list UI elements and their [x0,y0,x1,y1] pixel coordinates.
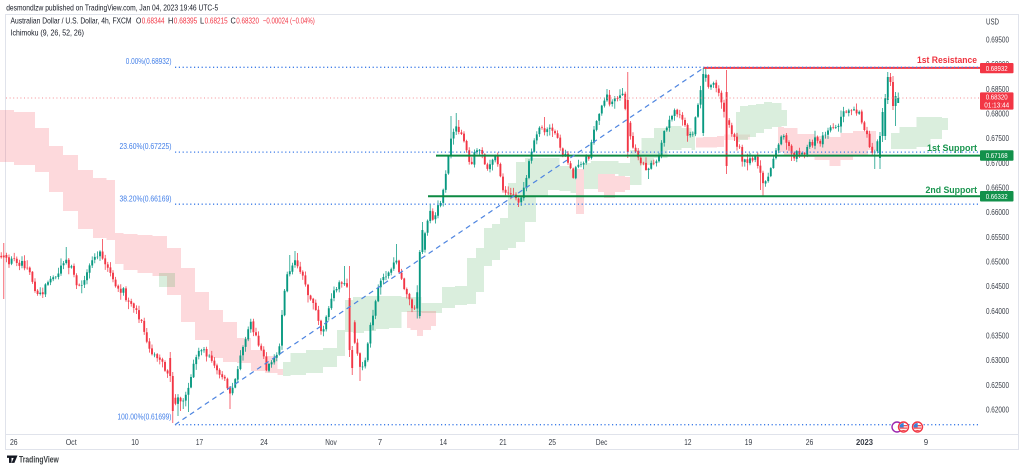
svg-text:0.66332: 0.66332 [986,192,1008,201]
svg-text:0.67168: 0.67168 [986,151,1008,160]
svg-text:12: 12 [684,438,691,447]
svg-text:0.69500: 0.69500 [986,36,1010,45]
svg-text:25: 25 [549,438,557,447]
svg-text:0.65000: 0.65000 [986,258,1010,267]
svg-text:21: 21 [499,438,506,447]
svg-text:7: 7 [378,438,382,447]
svg-text:0.68215: 0.68215 [205,15,228,25]
svg-text:1st Resistance: 1st Resistance [917,55,977,66]
svg-text:26: 26 [806,438,814,447]
svg-text:2023: 2023 [856,438,874,447]
svg-text:9: 9 [924,438,928,447]
svg-text:0.68395: 0.68395 [174,15,198,25]
svg-text:100.00%(0.61699): 100.00%(0.61699) [118,413,172,422]
svg-text:0.68320: 0.68320 [236,15,259,25]
svg-text:C: C [231,15,236,25]
svg-text:14: 14 [440,438,448,447]
svg-text:0.64000: 0.64000 [986,307,1010,316]
svg-text:0.68500: 0.68500 [986,85,1010,94]
svg-text:0.00%(0.68932): 0.00%(0.68932) [126,57,172,66]
svg-text:2nd Support: 2nd Support [926,185,978,196]
svg-text:0.67500: 0.67500 [986,134,1010,143]
svg-text:−0.00024 (−0.04%): −0.00024 (−0.04%) [263,15,315,25]
svg-text:0.68344: 0.68344 [142,15,165,25]
svg-text:24: 24 [260,438,268,447]
svg-text:0.65500: 0.65500 [986,233,1010,242]
svg-text:0.66000: 0.66000 [986,208,1010,217]
svg-text:0.66500: 0.66500 [986,184,1010,193]
svg-text:0.64500: 0.64500 [986,282,1010,291]
svg-text:desmondlzw published on Tradin: desmondlzw published on TradingView.com,… [6,2,218,12]
svg-text:H: H [168,15,173,25]
svg-text:1st Support: 1st Support [927,143,978,154]
svg-text:O: O [136,15,142,25]
svg-text:Oct: Oct [66,438,78,447]
svg-text:26: 26 [10,438,18,447]
svg-text:Nov: Nov [325,438,337,447]
svg-text:TradingView: TradingView [19,455,59,465]
svg-text:Australian Dollar / U.S. Dolla: Australian Dollar / U.S. Dollar, 4h, FXC… [11,15,132,25]
svg-text:01:13:44: 01:13:44 [984,101,1009,110]
svg-text:0.63000: 0.63000 [986,356,1010,365]
svg-text:0.62500: 0.62500 [986,381,1010,390]
svg-text:0.68932: 0.68932 [986,64,1008,73]
svg-text:0.67000: 0.67000 [986,159,1010,168]
svg-text:L: L [200,15,205,25]
svg-text:0.63500: 0.63500 [986,332,1010,341]
svg-text:0.68320: 0.68320 [986,93,1008,102]
svg-text:38.20%(0.66169): 38.20%(0.66169) [120,194,172,203]
svg-text:Ichimoku (9, 26, 52, 26): Ichimoku (9, 26, 52, 26) [11,28,85,38]
svg-text:Dec: Dec [596,438,608,447]
svg-text:0.62000: 0.62000 [986,406,1010,415]
svg-text:USD: USD [986,18,999,27]
svg-text:17: 17 [196,438,203,447]
svg-text:10: 10 [131,438,139,447]
svg-text:0.68000: 0.68000 [986,110,1010,119]
svg-text:19: 19 [745,438,753,447]
svg-text:23.60%(0.67225): 23.60%(0.67225) [120,142,172,151]
